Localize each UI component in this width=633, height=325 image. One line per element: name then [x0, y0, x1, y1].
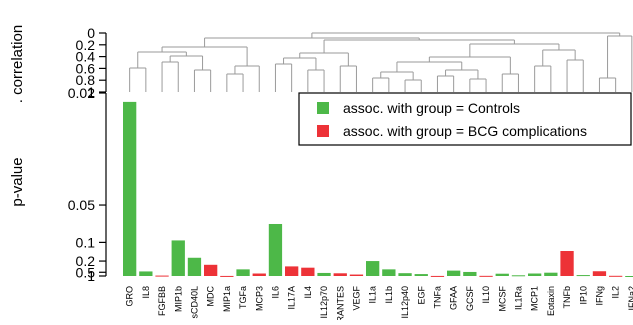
x-tick-label: IL4: [303, 286, 313, 299]
y-axis-label: p-value: [9, 157, 26, 206]
bar-mip1a: [220, 275, 234, 277]
bar-mcp1: [528, 273, 542, 276]
bar-scd40l: [187, 257, 202, 276]
x-tick-label: TNFa: [432, 286, 442, 309]
bar-il10: [479, 275, 493, 277]
x-tick-label: MDC: [206, 286, 216, 307]
bar-gro: [123, 101, 137, 277]
y-tick-label: 0.1: [76, 234, 96, 250]
x-tick-label: IL8: [141, 286, 151, 299]
legend-swatch-controls: [317, 102, 329, 114]
bar-mip1b: [171, 240, 185, 276]
bar-vegf: [349, 274, 364, 276]
dendrogram-axis: 00.20.40.60.81: [76, 25, 107, 100]
legend: assoc. with group = Controls assoc. with…: [298, 92, 632, 146]
x-tick-label: IL12p70: [319, 286, 329, 319]
bar-ifna2: [625, 276, 633, 277]
bar-il12p70: [317, 272, 331, 276]
x-tick-label: RANTES: [335, 286, 345, 320]
x-tick-label: MCP1: [530, 286, 540, 311]
bar-il2: [609, 275, 623, 277]
x-tick-label: TNFb: [562, 286, 572, 309]
bar-il1b: [382, 269, 396, 276]
y-tick-label: 1: [87, 268, 95, 284]
bar-il4: [301, 267, 315, 276]
x-tick-label: EGF: [416, 286, 426, 305]
bar-il12p40: [398, 273, 412, 276]
x-tick-label: IL17A: [287, 286, 297, 310]
bar-gcsf: [463, 271, 477, 276]
x-tick-label: FGFBB: [157, 286, 167, 316]
x-tick-label: MIP1b: [173, 286, 183, 312]
x-tick-label: Eotaxin: [546, 286, 556, 316]
bar-egf: [414, 274, 428, 276]
bar-il1ra: [511, 275, 526, 277]
x-tick-label: IP10: [578, 286, 588, 305]
x-tick-label: IL10: [481, 286, 491, 304]
bar-tnfa: [430, 275, 445, 277]
bar-il6: [268, 223, 283, 276]
x-tick-labels: GRO IL8 FGFBB MIP1b sCD40L MDC MIP1a TGFa MCP3 IL…: [125, 286, 633, 323]
x-tick-label: MIP1a: [222, 286, 232, 312]
y-tick-label: 0.05: [68, 197, 95, 213]
y-tick-label: 0.02: [68, 85, 95, 101]
x-tick-label: IFNg: [594, 286, 604, 306]
x-tick-label: IL12p40: [400, 286, 410, 319]
bar-fgfbb: [155, 275, 169, 277]
x-tick-label: TGFa: [238, 286, 248, 309]
dendrogram-tick-label: 1: [87, 84, 95, 100]
dendrogram-tick-label: 0.2: [76, 37, 96, 53]
dendrogram: [129, 32, 633, 92]
bar-il17a: [285, 266, 299, 276]
bar-tnfb: [560, 251, 574, 276]
legend-box: [298, 92, 632, 146]
legend-label-controls: assoc. with group = Controls: [343, 100, 520, 116]
dendrogram-axis-label: . correlation: [9, 25, 26, 103]
bar-mcsf: [495, 273, 509, 276]
bar-rantes: [333, 273, 347, 276]
dendrogram-tick-label: 0: [87, 25, 95, 41]
bar-ifng: [592, 271, 607, 276]
y-tick-label: 0.2: [76, 253, 96, 269]
x-tick-label: IL2: [611, 286, 621, 299]
dendrogram-tick-label: 0.4: [76, 49, 96, 65]
x-tick-label: GFAA: [449, 286, 459, 310]
bar-gfaa: [447, 270, 461, 276]
bar-ip10: [576, 275, 590, 277]
x-tick-label: VEGF: [351, 286, 361, 311]
bar-eotaxin: [544, 272, 558, 276]
bar-il1a: [366, 261, 380, 276]
legend-swatch-bcg-complications: [317, 125, 329, 137]
dendrogram-tick-label: 0.8: [76, 72, 96, 88]
x-tick-label: IL6: [270, 286, 280, 299]
x-tick-label: sCD40L: [189, 286, 199, 319]
x-tick-label: IL1a: [368, 286, 378, 304]
x-tick-label: MCSF: [497, 286, 507, 312]
legend-label-bcg-complications: assoc. with group = BCG complications: [343, 123, 587, 139]
bar-tgfa: [236, 269, 250, 276]
x-tick-label: GRO: [125, 286, 135, 307]
y-axis: 0.020.050.10.20.51: [68, 85, 107, 284]
bar-il8: [139, 271, 153, 276]
y-tick-label: 0.5: [76, 264, 96, 280]
x-tick-label: IFNa2: [627, 286, 633, 311]
dendrogram-tick-label: 0.6: [76, 60, 96, 76]
bar-mcp3: [252, 273, 266, 276]
x-tick-label: IL1b: [384, 286, 394, 304]
x-tick-label: GCSF: [465, 286, 475, 312]
bar-mdc: [204, 264, 218, 276]
x-tick-label: MCP3: [254, 286, 264, 311]
x-tick-label: IL1Ra: [513, 286, 523, 310]
bars: [123, 101, 633, 277]
